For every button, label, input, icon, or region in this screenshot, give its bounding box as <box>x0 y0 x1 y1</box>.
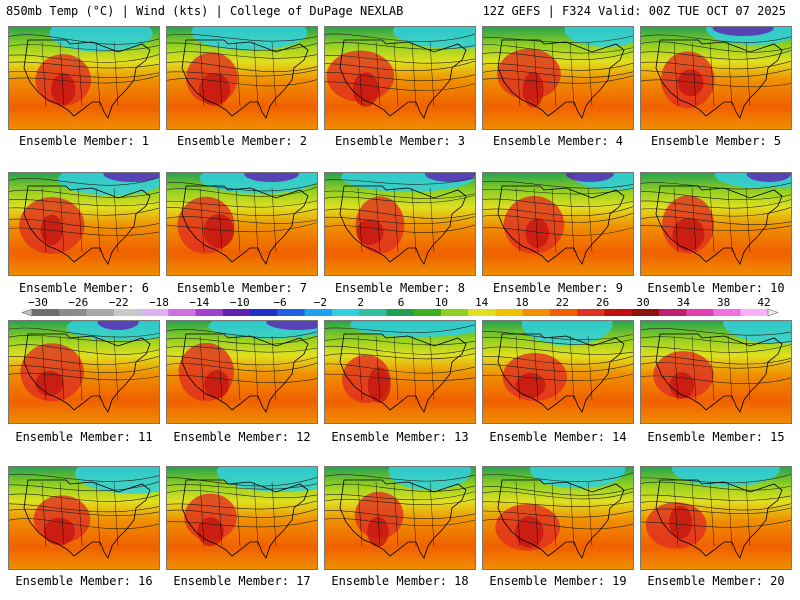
ensemble-member-label: Ensemble Member: 12 <box>173 430 311 444</box>
ensemble-member-map <box>324 320 476 424</box>
colorbar-swatch <box>331 309 360 316</box>
colorbar-tick-label: 22 <box>555 296 569 309</box>
ensemble-member-map <box>640 172 792 276</box>
ensemble-member-label: Ensemble Member: 4 <box>492 134 624 148</box>
colorbar-swatch <box>359 309 387 316</box>
ensemble-member-map <box>324 26 476 130</box>
colorbar-swatch <box>195 309 224 316</box>
ensemble-member-label: Ensemble Member: 10 <box>647 281 785 295</box>
colorbar-swatch <box>386 309 415 316</box>
ensemble-member-map <box>640 26 792 130</box>
colorbar-low-arrow <box>21 308 33 317</box>
colorbar-swatch <box>604 309 633 316</box>
colorbar-swatch <box>686 309 714 316</box>
colorbar-swatch <box>141 309 169 316</box>
ensemble-member-map <box>324 466 476 570</box>
colorbar-swatch <box>86 309 115 316</box>
colorbar-tick-label: −10 <box>229 296 250 309</box>
temperature-colorbar <box>21 308 779 317</box>
colorbar-tick-label: 34 <box>676 296 690 309</box>
ensemble-member-map <box>482 172 634 276</box>
colorbar-tick-label: 6 <box>397 296 405 309</box>
colorbar-tick-label: −2 <box>313 296 327 309</box>
ensemble-member-label: Ensemble Member: 5 <box>650 134 782 148</box>
colorbar-swatch <box>740 309 769 316</box>
ensemble-member-map <box>166 172 318 276</box>
colorbar-swatch <box>277 309 306 316</box>
colorbar-tick-label: 30 <box>636 296 650 309</box>
colorbar-tick-label: 10 <box>434 296 448 309</box>
colorbar-tick-label: 38 <box>717 296 731 309</box>
colorbar-swatch <box>658 309 687 316</box>
colorbar-swatch <box>549 309 578 316</box>
ensemble-member-map <box>166 26 318 130</box>
ensemble-member-label: Ensemble Member: 15 <box>647 430 785 444</box>
colorbar-tick-label: −26 <box>68 296 89 309</box>
colorbar-swatch <box>413 309 442 316</box>
ensemble-member-map <box>8 320 160 424</box>
ensemble-member-label: Ensemble Member: 20 <box>647 574 785 588</box>
colorbar-tick-label: 42 <box>757 296 771 309</box>
ensemble-member-label: Ensemble Member: 16 <box>15 574 153 588</box>
ensemble-member-map <box>482 26 634 130</box>
ensemble-member-label: Ensemble Member: 17 <box>173 574 311 588</box>
ensemble-member-label: Ensemble Member: 19 <box>489 574 627 588</box>
ensemble-member-label: Ensemble Member: 8 <box>334 281 466 295</box>
ensemble-member-map <box>166 466 318 570</box>
ensemble-member-map <box>8 26 160 130</box>
colorbar-swatch <box>522 309 551 316</box>
colorbar-swatch <box>32 309 60 316</box>
ensemble-member-map <box>324 172 476 276</box>
ensemble-member-label: Ensemble Member: 14 <box>489 430 627 444</box>
colorbar-tick-label: −6 <box>273 296 287 309</box>
colorbar-swatch <box>631 309 660 316</box>
ensemble-member-label: Ensemble Member: 13 <box>331 430 469 444</box>
colorbar-tick-label: −22 <box>108 296 129 309</box>
ensemble-member-label: Ensemble Member: 18 <box>331 574 469 588</box>
colorbar-high-arrow <box>767 308 779 317</box>
colorbar-tick-label: −18 <box>149 296 169 309</box>
ensemble-member-map <box>8 172 160 276</box>
colorbar-swatch <box>440 309 469 316</box>
colorbar-swatch <box>113 309 142 316</box>
colorbar-swatch <box>577 309 605 316</box>
ensemble-member-map <box>482 320 634 424</box>
colorbar-swatch <box>495 309 524 316</box>
colorbar-swatch <box>222 309 251 316</box>
colorbar-swatch <box>59 309 88 316</box>
ensemble-member-label: Ensemble Member: 6 <box>18 281 150 295</box>
colorbar-tick-label: −14 <box>189 296 210 309</box>
ensemble-member-label: Ensemble Member: 3 <box>334 134 466 148</box>
colorbar-tick-label: 14 <box>475 296 489 309</box>
ensemble-member-label: Ensemble Member: 1 <box>18 134 150 148</box>
colorbar-tick-label: 2 <box>357 296 364 309</box>
ensemble-member-label: Ensemble Member: 7 <box>176 281 308 295</box>
run-valid-time: 12Z GEFS | F324 Valid: 00Z TUE OCT 07 20… <box>482 4 786 18</box>
ensemble-member-label: Ensemble Member: 11 <box>15 430 153 444</box>
ensemble-member-map <box>166 320 318 424</box>
colorbar-tick-label: 18 <box>515 296 529 309</box>
ensemble-member-map <box>8 466 160 570</box>
colorbar-tick-label: 26 <box>596 296 610 309</box>
ensemble-member-label: Ensemble Member: 9 <box>492 281 624 295</box>
ensemble-member-map <box>640 466 792 570</box>
ensemble-member-map <box>482 466 634 570</box>
colorbar-swatch <box>468 309 496 316</box>
colorbar-swatch <box>168 309 197 316</box>
colorbar-swatch <box>304 309 333 316</box>
ensemble-member-map <box>640 320 792 424</box>
ensemble-member-label: Ensemble Member: 2 <box>176 134 308 148</box>
colorbar-tick-label: −30 <box>28 296 48 309</box>
colorbar-swatch <box>713 309 742 316</box>
map-title: 850mb Temp (°C) | Wind (kts) | College o… <box>6 4 404 18</box>
colorbar-swatch <box>250 309 278 316</box>
